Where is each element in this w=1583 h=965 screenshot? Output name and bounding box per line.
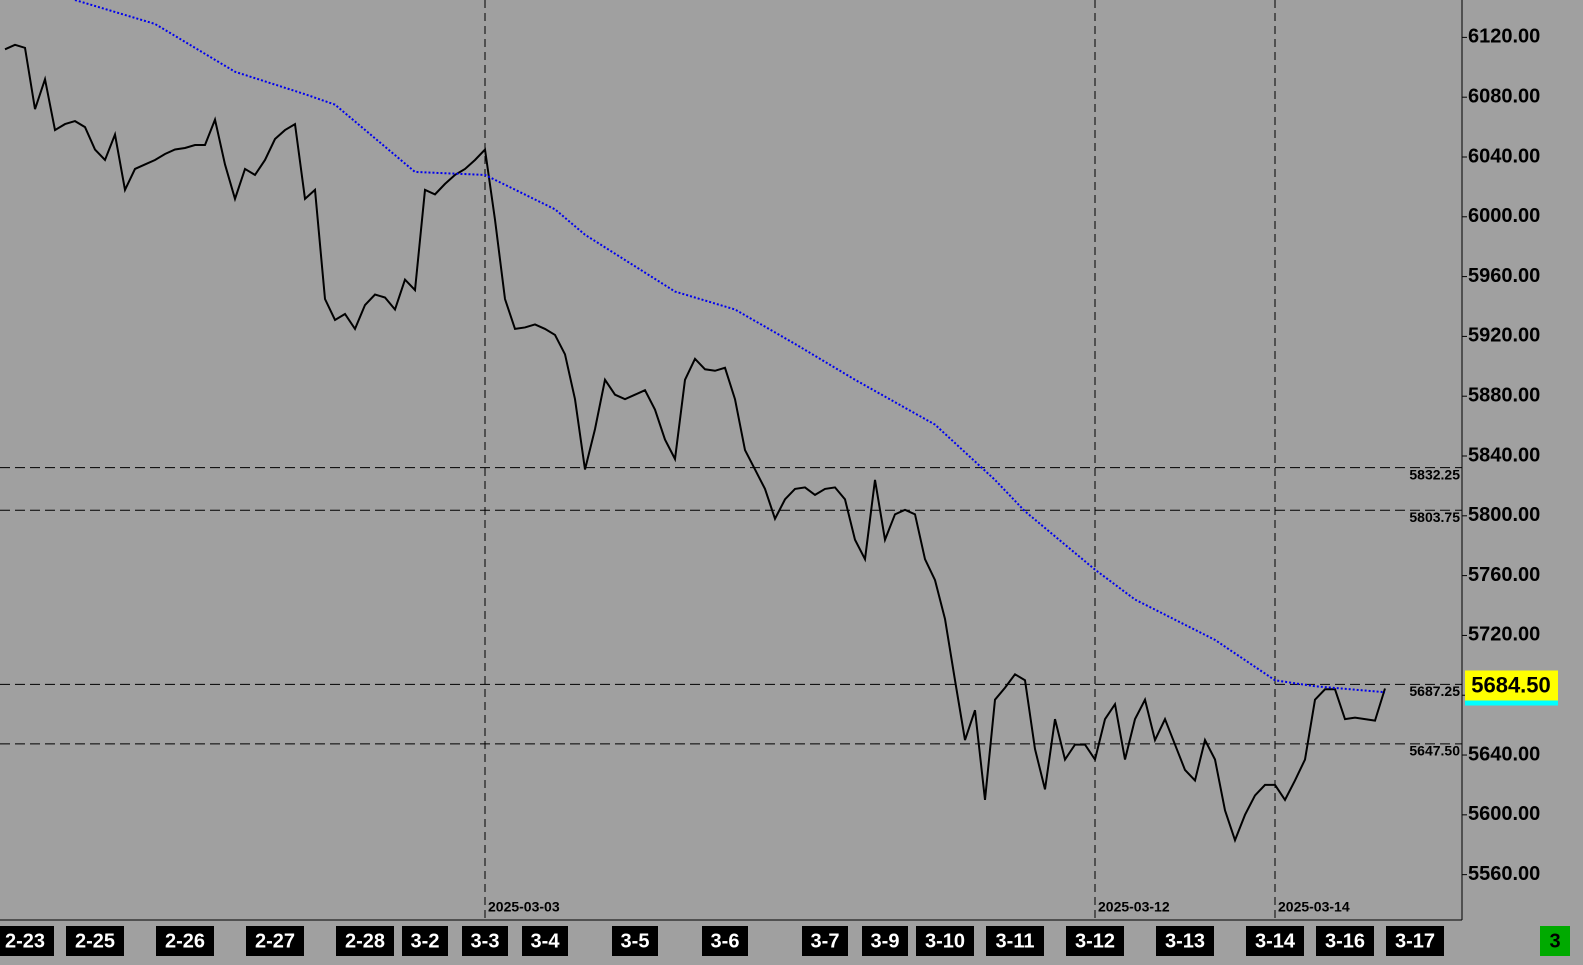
- price-line: [4, 43, 1386, 844]
- x-tick-label: 3-11: [996, 930, 1035, 952]
- x-label-box: [1246, 926, 1304, 956]
- x-label-box: [862, 926, 908, 956]
- y-tick-label: 5760.00: [1468, 564, 1540, 586]
- x-label-box: [986, 926, 1044, 956]
- status-badge: 3: [1549, 930, 1560, 952]
- x-tick-label: 3-2: [411, 930, 440, 952]
- x-label-box: [1386, 926, 1444, 956]
- y-tick-label: 5920.00: [1468, 325, 1540, 347]
- x-label-box: [802, 926, 848, 956]
- y-tick-label: 6120.00: [1468, 26, 1540, 48]
- x-label-box: [522, 926, 568, 956]
- x-tick-label: 2-23: [5, 930, 45, 952]
- y-tick-label: 5840.00: [1468, 444, 1540, 466]
- x-label-box: [916, 926, 974, 956]
- x-label-box: [1316, 926, 1374, 956]
- y-tick-label: 5600.00: [1468, 803, 1540, 825]
- last-price-box: [1465, 670, 1558, 703]
- level-label: 5832.25: [1409, 466, 1460, 482]
- y-tick-label: 5800.00: [1468, 504, 1540, 526]
- x-tick-label: 2-28: [345, 930, 385, 952]
- x-tick-label: 3-12: [1075, 930, 1115, 952]
- y-tick-label: 5640.00: [1468, 743, 1540, 765]
- y-tick-label: 6000.00: [1468, 205, 1540, 227]
- session-label: 2025-03-14: [1278, 899, 1350, 915]
- x-tick-label: 3-5: [621, 930, 650, 952]
- x-label-box: [156, 926, 214, 956]
- x-tick-label: 3-10: [925, 930, 965, 952]
- x-label-box: [1066, 926, 1124, 956]
- y-tick-label: 5880.00: [1468, 384, 1540, 406]
- x-tick-label: 2-25: [75, 930, 115, 952]
- y-tick-label: 6040.00: [1468, 145, 1540, 167]
- x-tick-label: 3-14: [1255, 930, 1296, 952]
- status-badge-box: [1540, 926, 1570, 956]
- x-label-box: [0, 926, 54, 956]
- session-label: 2025-03-12: [1098, 899, 1170, 915]
- y-tick-label: 5720.00: [1468, 624, 1540, 646]
- session-label: 2025-03-03: [488, 899, 560, 915]
- x-label-box: [66, 926, 124, 956]
- y-tick-label: 5960.00: [1468, 265, 1540, 287]
- x-tick-label: 3-7: [811, 930, 840, 952]
- x-tick-label: 3-4: [531, 930, 561, 952]
- x-tick-label: 3-13: [1165, 930, 1205, 952]
- x-label-box: [1156, 926, 1214, 956]
- level-label: 5803.75: [1409, 509, 1460, 525]
- x-tick-label: 3-3: [471, 930, 500, 952]
- x-label-box: [402, 926, 448, 956]
- x-tick-label: 3-9: [871, 930, 900, 952]
- x-label-box: [702, 926, 748, 956]
- y-tick-label: 5560.00: [1468, 863, 1540, 885]
- x-tick-label: 2-26: [165, 930, 205, 952]
- level-label: 5647.50: [1409, 743, 1460, 759]
- x-label-box: [336, 926, 394, 956]
- x-tick-label: 3-6: [711, 930, 740, 952]
- x-label-box: [462, 926, 508, 956]
- moving-average: [74, 0, 1386, 694]
- x-label-box: [612, 926, 658, 956]
- x-tick-label: 3-16: [1325, 930, 1365, 952]
- y-tick-label: 6080.00: [1468, 85, 1540, 107]
- level-label: 5687.25: [1409, 683, 1460, 699]
- x-label-box: [246, 926, 304, 956]
- last-price-underline: [1465, 700, 1558, 706]
- x-tick-label: 3-17: [1395, 930, 1435, 952]
- last-price-label: 5684.50: [1471, 672, 1551, 697]
- x-tick-label: 2-27: [255, 930, 295, 952]
